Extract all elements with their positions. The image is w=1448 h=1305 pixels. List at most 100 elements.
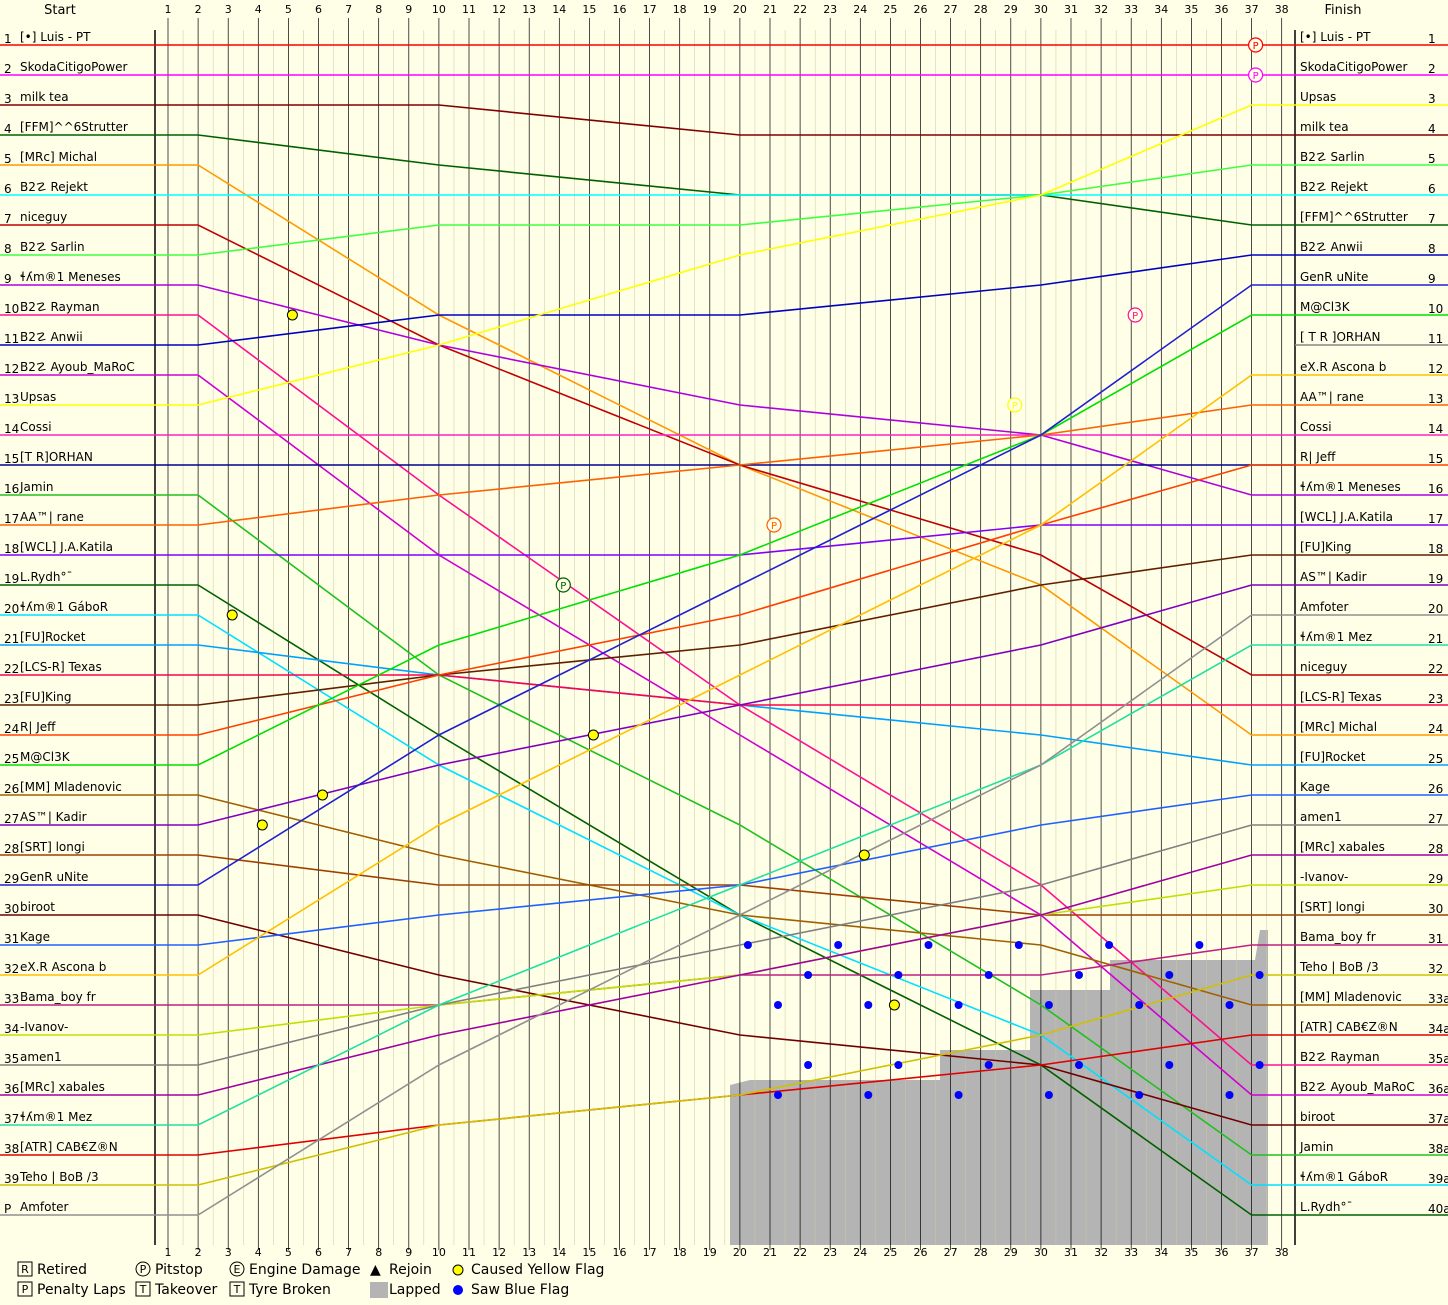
start-position-number: 23 [4, 692, 19, 706]
start-driver-name: [MM] Mladenovic [20, 780, 122, 794]
legend-label: Penalty Laps [37, 1282, 126, 1298]
pitstop-marker [1007, 397, 1023, 413]
legend-label: Caused Yellow Flag [471, 1262, 604, 1278]
start-position-number: 7 [4, 212, 12, 226]
lap-tick-top: 27 [944, 3, 958, 16]
lap-tick-top: 7 [345, 3, 352, 16]
lap-tick-top: 28 [974, 3, 988, 16]
finish-position-number: 30 [1428, 902, 1443, 916]
start-position-number: 21 [4, 632, 19, 646]
yellow-flag-dot [587, 729, 599, 741]
yellow-flag-dot [256, 819, 268, 831]
legend-icon-letter: T [233, 1283, 241, 1296]
start-driver-name: Teho | BoB /3 [19, 1170, 99, 1184]
finish-driver-name: -Ivanov- [1300, 870, 1348, 884]
start-position-number: 11 [4, 332, 19, 346]
blue-flag-dot [864, 1091, 873, 1099]
driver-line [155, 374, 1295, 1096]
finish-position-number: 8 [1428, 242, 1436, 256]
driver-line [155, 854, 1295, 1096]
lap-tick-bottom: 32 [1094, 1246, 1108, 1259]
finish-driver-name: GenR uNite [1300, 270, 1368, 284]
pitstop-marker-letter: P [1012, 401, 1018, 412]
start-driver-name: [MRc] Michal [20, 150, 97, 164]
legend-blue-dot [453, 1285, 463, 1295]
lap-tick-top: 19 [703, 3, 717, 16]
finish-driver-name: [SRT] longi [1300, 900, 1365, 914]
lap-tick-top: 25 [883, 3, 897, 16]
start-position-number: 27 [4, 812, 19, 826]
lap-tick-top: 30 [1034, 3, 1048, 16]
start-position-number: 9 [4, 272, 12, 286]
lap-tick-bottom: 23 [823, 1246, 837, 1259]
lap-tick-bottom: 3 [225, 1246, 232, 1259]
pitstop-marker [1247, 67, 1264, 83]
lap-tick-bottom: 9 [405, 1246, 412, 1259]
finish-position-number: 26 [1428, 782, 1443, 796]
blue-flag-dot [774, 1001, 782, 1009]
lap-tick-bottom: 12 [492, 1246, 506, 1259]
lap-tick-bottom: 33 [1124, 1246, 1138, 1259]
start-driver-name: [ATR] CAB€Z®N [20, 1140, 118, 1154]
finish-driver-name: ɬʎm®1 Meneses [1300, 480, 1401, 494]
finish-position-number: 34a [1428, 1022, 1448, 1036]
lap-tick-top: 13 [522, 3, 536, 16]
driver-line [155, 164, 1295, 256]
legend-label: Takeover [154, 1282, 217, 1298]
finish-driver-name: B2☡ Ayoub_MaRoC [1300, 1080, 1415, 1094]
lap-tick-bottom: 21 [763, 1246, 777, 1259]
driver-line [155, 554, 1295, 706]
lap-tick-bottom: 18 [673, 1246, 687, 1259]
finish-driver-name: niceguy [1300, 660, 1347, 674]
finish-driver-name: R| Jeff [1300, 450, 1336, 464]
finish-position-number: 20 [1428, 602, 1443, 616]
finish-driver-name: Cossi [1300, 420, 1332, 434]
start-position-number: 16 [4, 482, 19, 496]
lap-tick-bottom: 26 [914, 1246, 928, 1259]
start-driver-name: SkodaCitigoPower [20, 60, 128, 74]
lap-tick-top: 31 [1064, 3, 1078, 16]
start-position-number: 19 [4, 572, 19, 586]
start-driver-name: [FU]King [20, 690, 71, 704]
start-position-number: 24 [4, 722, 19, 736]
finish-driver-name: [FU]King [1300, 540, 1351, 554]
driver-line [155, 974, 1295, 1186]
pitstop-marker [1247, 37, 1264, 53]
legend-icon-letter: T [139, 1283, 147, 1296]
position-labels: 1 [•] Luis - PT [•] Luis - PT 12 SkodaCitigo… [4, 30, 1448, 1216]
blue-flag-dot [1044, 1001, 1053, 1009]
driver-line [155, 104, 1295, 406]
finish-driver-name: [WCL] J.A.Katila [1300, 510, 1393, 524]
finish-position-number: 31 [1428, 932, 1443, 946]
lap-tick-top: 10 [432, 3, 446, 16]
start-driver-name: niceguy [20, 210, 67, 224]
start-position-number: 34 [4, 1022, 19, 1036]
blue-flag-dot [1105, 941, 1114, 949]
driver-line [155, 374, 1295, 976]
start-driver-name: [•] Luis - PT [20, 30, 91, 44]
lap-tick-bottom: 16 [613, 1246, 627, 1259]
finish-driver-name: [ATR] CAB€Z®N [1300, 1020, 1398, 1034]
start-driver-name: ɬʎm®1 Mez [20, 1110, 92, 1124]
lap-tick-top: 5 [285, 3, 292, 16]
start-position-number: 15 [4, 452, 19, 466]
finish-position-number: 27 [1428, 812, 1443, 826]
lap-tick-bottom: 17 [643, 1246, 657, 1259]
blue-flag-dot [954, 1001, 963, 1009]
lap-tick-bottom: 1 [165, 1246, 172, 1259]
blue-flag-dot [1014, 941, 1023, 949]
lap-tick-top: 14 [552, 3, 566, 16]
start-position-number: 4 [4, 122, 12, 136]
driver-line [155, 284, 1295, 886]
blue-flag-dot [1135, 1001, 1144, 1009]
legend-label: Retired [37, 1262, 87, 1278]
start-driver-name: biroot [20, 900, 55, 914]
lap-tick-top: 12 [492, 3, 506, 16]
start-position-number: 35 [4, 1052, 19, 1066]
finish-position-number: 10 [1428, 302, 1443, 316]
legend-icon-frame [229, 1261, 245, 1277]
start-position-number: 14 [4, 422, 19, 436]
driver-line [155, 614, 1295, 1216]
start-driver-name: ɬʎm®1 Meneses [20, 270, 121, 284]
finish-driver-name: [MM] Mladenovic [1300, 990, 1402, 1004]
